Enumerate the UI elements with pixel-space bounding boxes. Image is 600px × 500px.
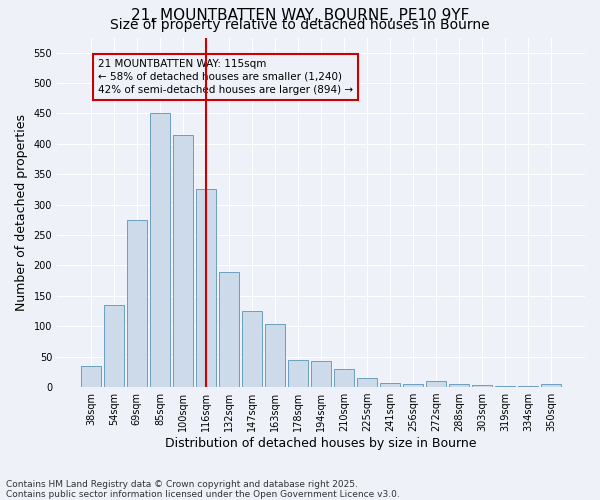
Text: 21, MOUNTBATTEN WAY, BOURNE, PE10 9YF: 21, MOUNTBATTEN WAY, BOURNE, PE10 9YF [131, 8, 469, 22]
Bar [427, 381, 446, 387]
Bar [357, 378, 377, 387]
Bar [219, 272, 239, 387]
Bar [242, 311, 262, 387]
Bar [311, 361, 331, 387]
Text: Size of property relative to detached houses in Bourne: Size of property relative to detached ho… [110, 18, 490, 32]
Text: 21 MOUNTBATTEN WAY: 115sqm
← 58% of detached houses are smaller (1,240)
42% of s: 21 MOUNTBATTEN WAY: 115sqm ← 58% of deta… [98, 59, 353, 95]
Bar [173, 135, 193, 387]
Text: Contains HM Land Registry data © Crown copyright and database right 2025.
Contai: Contains HM Land Registry data © Crown c… [6, 480, 400, 499]
Bar [196, 190, 216, 387]
Bar [472, 384, 492, 387]
Bar [127, 220, 146, 387]
Bar [150, 114, 170, 387]
Bar [288, 360, 308, 387]
Bar [449, 384, 469, 387]
Bar [81, 366, 101, 387]
Bar [518, 386, 538, 387]
Bar [265, 324, 285, 387]
Bar [403, 384, 423, 387]
X-axis label: Distribution of detached houses by size in Bourne: Distribution of detached houses by size … [165, 437, 477, 450]
Y-axis label: Number of detached properties: Number of detached properties [15, 114, 28, 311]
Bar [380, 383, 400, 387]
Bar [496, 386, 515, 387]
Bar [541, 384, 561, 387]
Bar [104, 305, 124, 387]
Bar [334, 369, 354, 387]
